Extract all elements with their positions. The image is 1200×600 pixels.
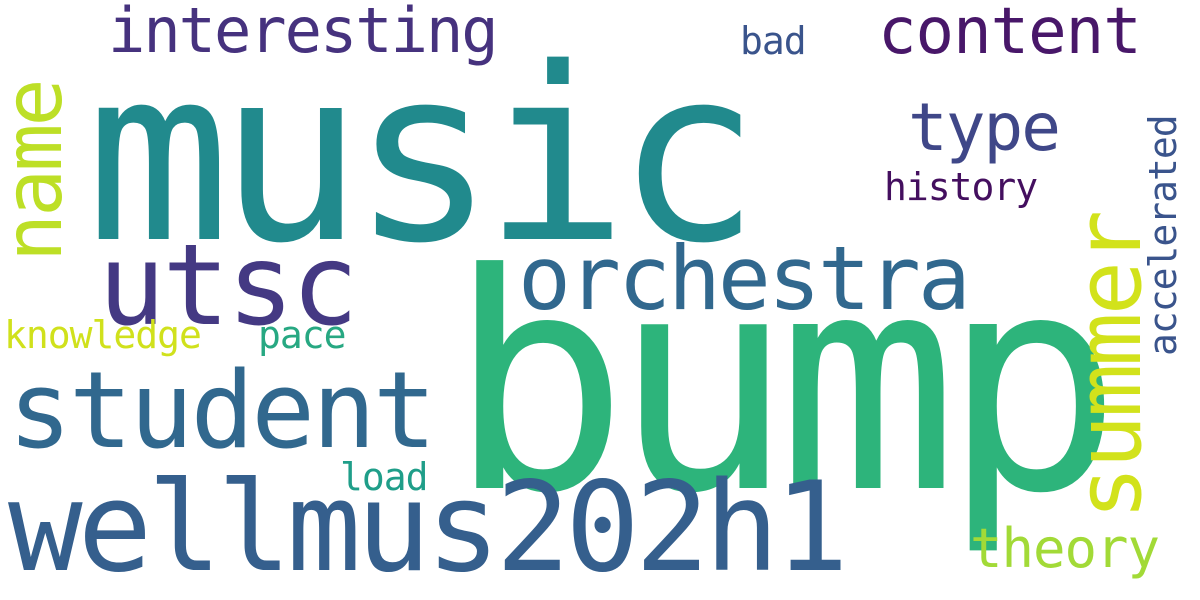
word-wellmus202h1: wellmus202h1 <box>8 456 849 600</box>
word-orchestra: orchestra <box>518 227 971 330</box>
word-content: content <box>878 0 1142 69</box>
word-load: load <box>340 455 429 499</box>
word-history: history <box>884 165 1038 209</box>
word-theory: theory <box>970 517 1160 580</box>
word-bump: bump <box>448 210 1122 559</box>
word-bad: bad <box>740 19 807 63</box>
word-accelerated: accelerated <box>1141 115 1185 356</box>
word-pace: pace <box>258 313 347 357</box>
word-interesting: interesting <box>108 0 499 67</box>
word-student: student <box>8 349 437 472</box>
word-name: name <box>0 81 80 262</box>
word-type: type <box>908 89 1061 166</box>
word-music: music <box>86 16 760 296</box>
word-utsc: utsc <box>98 221 359 351</box>
word-knowledge: knowledge <box>4 313 202 357</box>
